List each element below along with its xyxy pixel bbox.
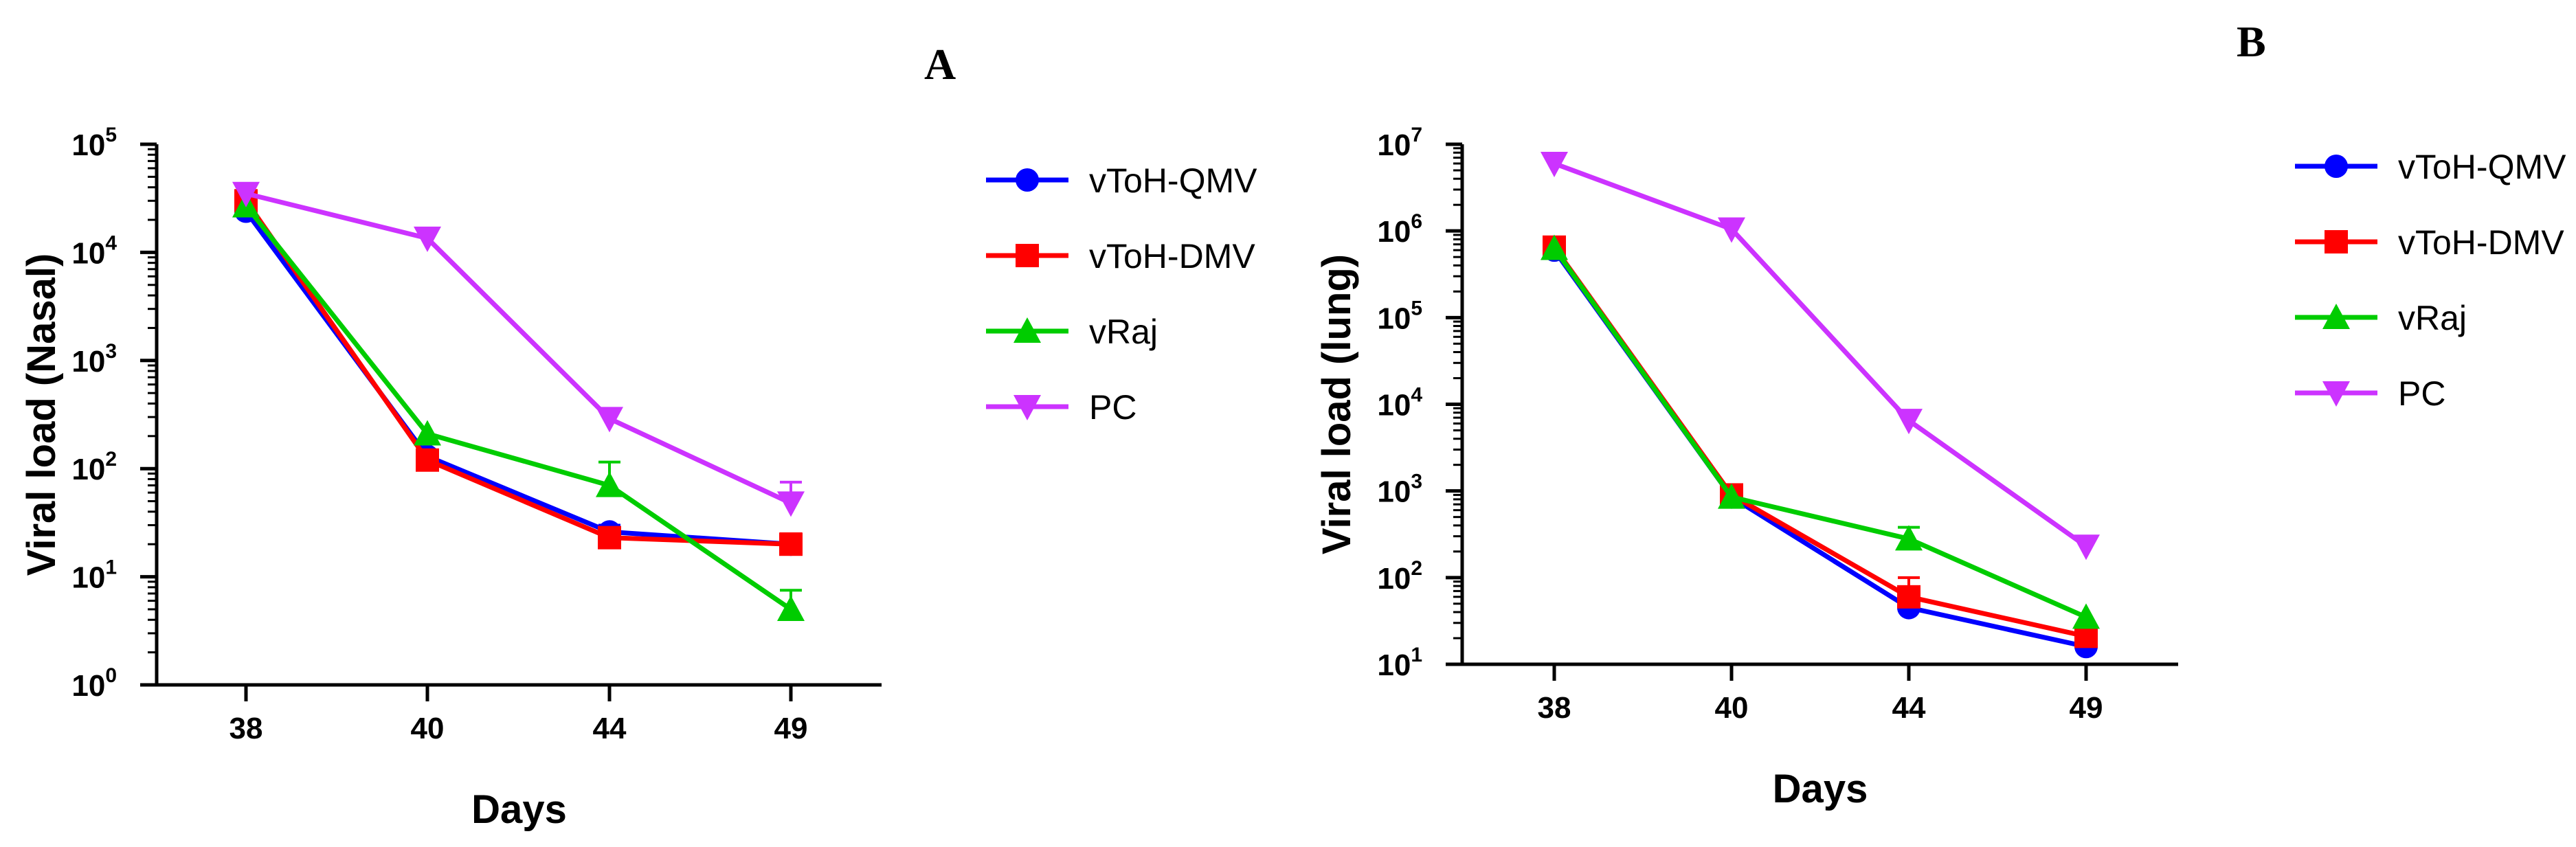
data-point <box>2072 534 2100 561</box>
series-line <box>1552 249 2087 649</box>
y-tick-label: 100 <box>71 664 117 703</box>
legend-label: vRaj <box>2398 299 2467 337</box>
y-tick-label: 107 <box>1377 124 1422 162</box>
panel-a-letter: A <box>924 40 956 89</box>
data-point <box>1541 234 1568 260</box>
x-tick-label: 38 <box>1538 691 1571 725</box>
legend-label: PC <box>2398 374 2445 413</box>
y-tick-label: 103 <box>1377 471 1422 509</box>
y-axis-title: Viral load (Nasal) <box>19 253 64 576</box>
data-point <box>598 526 621 550</box>
data-point <box>596 407 623 433</box>
chart-nasal: 100 101 102 103 104 105 38 40 44 49 Days Viral load… <box>19 124 1257 832</box>
data-point <box>1895 409 1923 435</box>
series-line <box>1552 247 2087 620</box>
data-point <box>1897 585 1920 609</box>
legend-label: PC <box>1089 388 1136 427</box>
data-point <box>779 532 803 556</box>
legend-marker <box>1016 244 1039 267</box>
y-tick-label: 105 <box>1377 297 1422 335</box>
legend-label: vRaj <box>1089 313 1158 351</box>
legend-marker <box>1013 317 1041 343</box>
data-point <box>414 226 441 252</box>
x-tick-label: 49 <box>774 712 808 745</box>
series-line <box>1552 245 2087 639</box>
data-point <box>414 420 441 446</box>
legend-marker <box>2325 230 2348 253</box>
panel-b-letter: B <box>2237 17 2266 66</box>
series-line <box>244 204 792 611</box>
series-line <box>244 210 792 547</box>
legend-label: vToH-QMV <box>2398 148 2566 186</box>
legend-marker <box>1016 168 1039 192</box>
chart-lung: 101 102 103 104 105 106 107 38 40 44 49 Days Viral l… <box>1314 124 2566 811</box>
x-tick-label: 49 <box>2070 691 2103 725</box>
data-point <box>232 181 260 207</box>
x-axis-title: Days <box>1773 767 1868 811</box>
series-line <box>1553 161 2088 549</box>
legend-marker <box>1013 395 1041 420</box>
y-tick-label: 101 <box>71 556 117 595</box>
data-point <box>1718 217 1745 243</box>
data-point <box>596 471 623 497</box>
series-line <box>245 191 792 506</box>
data-point <box>1895 525 1923 551</box>
data-point <box>777 491 805 517</box>
x-axis-title: Days <box>471 787 567 832</box>
x-tick-label: 44 <box>1892 691 1926 725</box>
y-tick-label: 105 <box>71 124 117 162</box>
y-tick-label: 101 <box>1377 644 1422 682</box>
y-axis-title: Viral load (lung) <box>1314 254 1359 554</box>
data-point <box>1718 483 1745 509</box>
x-tick-label: 40 <box>1715 691 1749 725</box>
y-tick-label: 103 <box>71 340 117 379</box>
legend-marker <box>2322 381 2350 407</box>
legend-label: vToH-QMV <box>1089 161 1257 200</box>
data-point <box>1541 151 1568 177</box>
legend-label: vToH-DMV <box>2398 223 2564 262</box>
x-tick-label: 38 <box>229 712 263 745</box>
y-tick-label: 104 <box>1377 384 1422 422</box>
y-tick-label: 104 <box>71 231 117 270</box>
data-point <box>2072 603 2100 629</box>
data-point <box>777 595 805 621</box>
y-tick-label: 102 <box>71 448 117 486</box>
legend-label: vToH-DMV <box>1089 237 1255 275</box>
series-line <box>244 199 792 547</box>
y-tick-label: 106 <box>1377 210 1422 249</box>
data-point <box>416 448 439 472</box>
x-tick-label: 40 <box>411 712 445 745</box>
x-tick-label: 44 <box>593 712 627 745</box>
legend-marker <box>2322 304 2350 329</box>
legend-marker <box>2325 155 2348 178</box>
y-tick-label: 102 <box>1377 557 1422 596</box>
